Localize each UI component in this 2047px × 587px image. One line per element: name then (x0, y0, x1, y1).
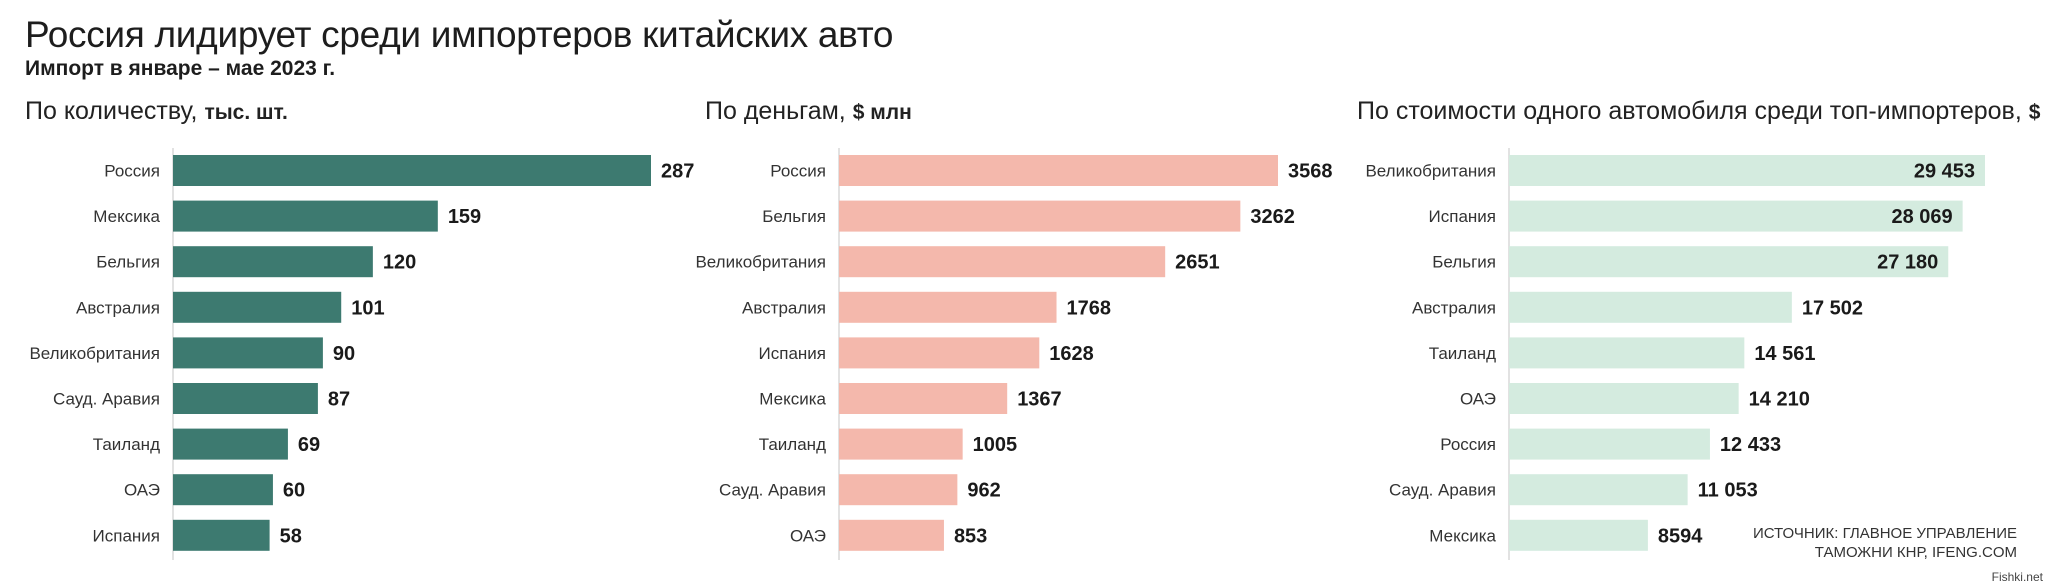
value-label: 120 (383, 252, 416, 274)
value-label: 29 453 (1914, 161, 1975, 183)
panel-title-text: По количеству, (25, 97, 198, 125)
category-label: Великобритания (695, 253, 826, 272)
bar (1509, 474, 1688, 506)
bar (173, 519, 270, 551)
value-label: 1628 (1049, 343, 1094, 365)
bar (839, 155, 1278, 186)
value-label: 101 (351, 297, 384, 319)
chart-title: Россия лидирует среди импортеров китайск… (25, 14, 894, 55)
panel-title-quantity: По количеству, тыс. шт. (25, 97, 288, 126)
panel-unit: $ млн (852, 101, 912, 124)
watermark: Fishki.net (1991, 570, 2043, 584)
value-label: 14 561 (1754, 343, 1815, 365)
bar (173, 246, 373, 278)
category-label: Таиланд (759, 435, 826, 454)
bar (1509, 155, 1985, 186)
bar (1509, 519, 1648, 551)
category-label: Россия (104, 162, 160, 181)
value-label: 2651 (1175, 252, 1220, 274)
value-label: 159 (448, 206, 481, 228)
panel-title-money: По деньгам, $ млн (705, 97, 912, 126)
category-label: ОАЭ (790, 526, 826, 545)
value-label: 90 (333, 343, 355, 365)
source-note: ИСТОЧНИК: ГЛАВНОЕ УПРАВЛЕНИЕ ТАМОЖНИ КНР… (1753, 524, 2017, 562)
panel-unit: $ (2028, 101, 2041, 124)
value-label: 962 (967, 480, 1000, 502)
category-label: Мексика (759, 390, 826, 409)
category-label: Сауд. Аравия (1389, 481, 1496, 500)
category-label: Великобритания (1365, 162, 1496, 181)
value-label: 853 (954, 525, 987, 547)
category-label: Испания (93, 526, 160, 545)
bar (1509, 383, 1739, 414)
value-label: 60 (283, 480, 305, 502)
bar (1509, 428, 1710, 460)
bar (173, 428, 288, 460)
bar (173, 383, 318, 414)
value-label: 8594 (1658, 525, 1703, 547)
category-label: Россия (770, 162, 826, 181)
bar (1509, 246, 1949, 278)
value-label: 3568 (1288, 161, 1333, 183)
bar (839, 291, 1057, 323)
panel-unit: тыс. шт. (204, 101, 288, 124)
value-label: 14 210 (1749, 389, 1810, 411)
chart-subtitle: Импорт в январе – мае 2023 г. (25, 57, 336, 80)
value-label: 17 502 (1802, 297, 1863, 319)
category-label: Испания (759, 344, 826, 363)
bar (1509, 291, 1792, 323)
bar (839, 519, 944, 551)
category-label: Австралия (1412, 298, 1496, 317)
bar (173, 337, 323, 369)
panel-title-price: По стоимости одного автомобиля среди топ… (1357, 97, 2040, 126)
value-label: 69 (298, 434, 320, 456)
category-label: ОАЭ (1460, 390, 1496, 409)
bar (839, 246, 1166, 278)
bar (173, 155, 651, 186)
category-label: Мексика (1429, 526, 1496, 545)
category-label: ОАЭ (124, 481, 160, 500)
category-label: Сауд. Аравия (53, 390, 160, 409)
category-label: Бельгия (96, 253, 160, 272)
value-label: 11 053 (1698, 480, 1758, 502)
value-label: 1005 (973, 434, 1018, 456)
bar (839, 200, 1241, 232)
bar (839, 474, 958, 506)
category-label: Бельгия (762, 207, 826, 226)
bar (1509, 337, 1745, 369)
bar (839, 428, 963, 460)
bar (173, 474, 273, 506)
panel-title-text: По деньгам, (705, 97, 846, 125)
value-label: 27 180 (1877, 252, 1938, 274)
value-label: 87 (328, 389, 350, 411)
bar (839, 383, 1008, 414)
value-label: 3262 (1250, 206, 1295, 228)
category-label: Австралия (76, 298, 160, 317)
value-label: 1768 (1067, 297, 1112, 319)
category-label: Испания (1429, 207, 1496, 226)
value-label: 28 069 (1891, 206, 1952, 228)
category-label: Сауд. Аравия (719, 481, 826, 500)
bar (1509, 200, 1963, 232)
category-label: Мексика (93, 207, 160, 226)
category-label: Таиланд (1429, 344, 1496, 363)
category-label: Австралия (742, 298, 826, 317)
value-label: 12 433 (1720, 434, 1781, 456)
source-line-1: ИСТОЧНИК: ГЛАВНОЕ УПРАВЛЕНИЕ (1752, 525, 2017, 542)
category-label: Таиланд (93, 435, 160, 454)
panel-title-text: По стоимости одного автомобиля среди топ… (1357, 97, 2022, 125)
value-label: 58 (280, 525, 302, 547)
category-label: Великобритания (29, 344, 160, 363)
bar (839, 337, 1040, 369)
category-label: Россия (1440, 435, 1496, 454)
bar (173, 291, 342, 323)
bar (173, 200, 438, 232)
category-label: Бельгия (1432, 253, 1496, 272)
source-line-2: ТАМОЖНИ КНР, IFENG.COM (1814, 544, 2017, 561)
value-label: 287 (661, 161, 694, 183)
value-label: 1367 (1017, 389, 1062, 411)
